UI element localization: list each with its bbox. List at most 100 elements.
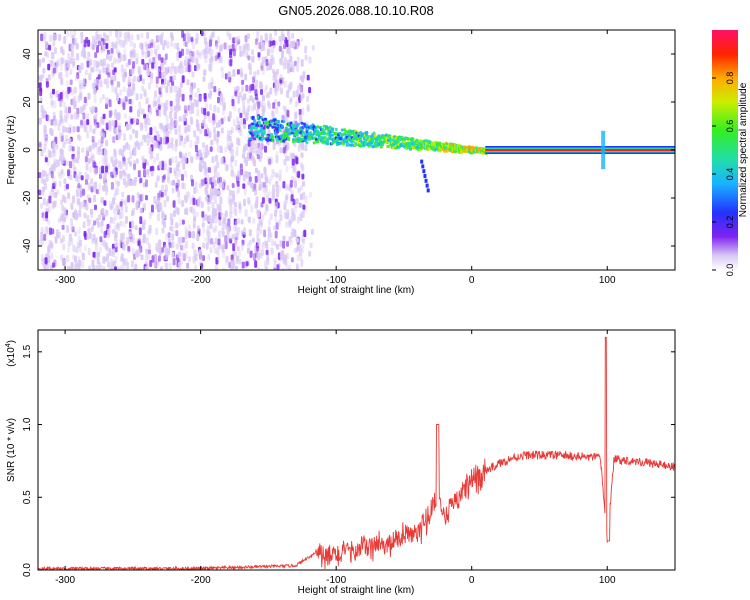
spectrogram-cell [104, 148, 107, 156]
spectrogram-cell [176, 56, 180, 62]
spectrogram-cell [215, 43, 219, 50]
spectrogram-cell [247, 180, 251, 186]
spectrogram-cell [95, 189, 99, 195]
spectrogram-cell [87, 92, 91, 100]
spectrogram-cell [170, 142, 174, 149]
spectrogram-cell [294, 101, 298, 108]
spectrogram-cell [51, 228, 55, 235]
spectrogram-cell [72, 244, 76, 253]
spectrogram-cell [175, 119, 179, 126]
spectrogram-cell [79, 120, 83, 129]
spectrogram-cell [105, 139, 109, 147]
spectrogram-cell [191, 71, 195, 78]
spectrogram-cell [231, 99, 235, 107]
spectrogram-cell [246, 247, 250, 254]
spectrogram-cell [124, 113, 128, 119]
spectrogram-cell [65, 138, 69, 145]
spectrogram-cell [196, 87, 200, 94]
spectrogram-cell [220, 66, 224, 72]
spectrogram-cell [420, 159, 424, 164]
spectrogram-cell [178, 132, 182, 140]
spectrogram-cell [139, 42, 142, 49]
spectrogram-cell [105, 34, 109, 42]
spectrogram-cell [62, 101, 66, 108]
spectrogram-cell [123, 48, 127, 55]
spectrogram-cell [445, 142, 449, 146]
spectrogram-cell [157, 104, 161, 111]
spectrogram-cell [237, 35, 240, 42]
spectrogram-cell [296, 171, 300, 178]
spectrogram-cell [177, 161, 181, 168]
spectrogram-cell [232, 233, 236, 239]
spectrogram-cell [149, 260, 153, 268]
spectrogram-cell [287, 268, 291, 270]
spectrogram-cell [202, 70, 206, 77]
spectrogram-cell [133, 178, 137, 187]
spectrogram-cell [163, 262, 167, 269]
spectrogram-cell [109, 31, 112, 37]
spectrogram-cell [224, 235, 228, 243]
y-tick-label: 0.0 [22, 563, 33, 577]
spectrogram-cell [141, 78, 145, 85]
spectrogram-cell [82, 112, 86, 120]
spectrogram-cell [181, 236, 185, 243]
spectrogram-cell [50, 60, 54, 68]
spectrogram-cell [179, 82, 183, 88]
spectrogram-cell [82, 221, 86, 229]
spectrogram-cell [409, 146, 413, 150]
spectrogram-cell [285, 221, 288, 228]
spectrogram-cell [184, 104, 188, 111]
spectrogram-cell [180, 244, 183, 251]
spectrogram-cell [268, 178, 272, 185]
spectrogram-cell [163, 221, 166, 228]
spectrogram-cell [197, 198, 201, 206]
spectrogram-cell [215, 210, 219, 217]
spectrogram-cell [75, 189, 79, 197]
spectrogram-cell [185, 250, 188, 259]
spectrogram-cell [41, 73, 45, 79]
spectrogram-cell [91, 259, 95, 268]
spectrogram-cell [256, 31, 260, 37]
spectrogram-cell [271, 110, 275, 117]
spectrogram-cell [182, 253, 186, 262]
spectrogram-cell [62, 243, 66, 251]
spectrogram-cell [70, 218, 73, 226]
spectrogram-cell [88, 181, 92, 190]
snr-series-line [38, 336, 675, 570]
spectrogram-cell [127, 79, 131, 86]
spectrogram-cell [210, 238, 214, 245]
spectrogram-cell [322, 129, 326, 133]
snr-x-label: Height of straight line (km) [298, 585, 415, 596]
spectrogram-cell [416, 144, 420, 148]
spectrogram-cell [187, 124, 191, 132]
spectrogram-cell [239, 50, 243, 58]
spectrogram-cell [293, 214, 296, 222]
spectrogram-cell [203, 48, 207, 55]
spectrogram-cell [259, 152, 263, 159]
spectrogram-cell [102, 38, 106, 46]
spectrogram-cell [239, 168, 243, 176]
spectrogram-cell [256, 69, 260, 75]
spectrogram-cell [217, 255, 221, 261]
spectrogram-cell [316, 125, 320, 129]
spectrogram-cell [265, 84, 268, 90]
spectrogram-cell [289, 239, 293, 246]
spectrogram-cell [73, 255, 77, 263]
spectrogram-cell [272, 171, 276, 178]
spectrogram-cell [149, 48, 153, 57]
spectrogram-cell [65, 80, 69, 86]
spectrogram-cell [323, 131, 327, 135]
spectrogram-cell [263, 240, 267, 246]
spectrogram-cell [79, 184, 83, 192]
spectrogram-cell [217, 238, 221, 246]
spectrogram-cell [161, 31, 165, 38]
spectrogram-cell [167, 232, 171, 239]
spectrogram-cell [145, 179, 148, 188]
spectrogram-cell [87, 219, 91, 227]
spectrogram-cell [105, 43, 109, 50]
spectrogram-cell [137, 248, 141, 257]
spectrogram-cell [206, 225, 210, 233]
spectrogram-cell [234, 269, 237, 270]
spectrogram-cell [230, 169, 234, 177]
